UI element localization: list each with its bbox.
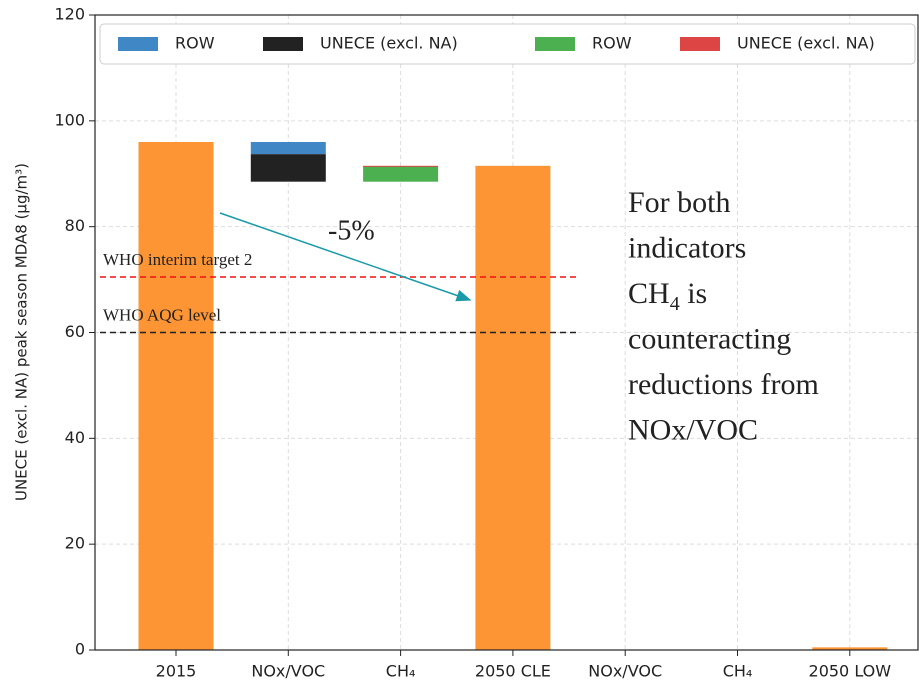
legend-label: UNECE (excl. NA) [737, 34, 875, 53]
x-tick-label: 2050 LOW [809, 662, 892, 681]
y-tick-label: 0 [75, 640, 85, 659]
x-tick-label: 2015 [156, 662, 197, 681]
change-label: -5% [328, 215, 375, 246]
note-part: 4 [670, 293, 680, 315]
change-bar [363, 166, 439, 182]
note-line: indicators [628, 231, 746, 264]
y-tick-label: 60 [65, 322, 85, 341]
y-tick-label: 80 [65, 216, 85, 235]
change-bar [363, 165, 439, 167]
y-tick-label: 20 [65, 534, 85, 553]
change-bar [250, 142, 326, 155]
legend-swatch [535, 37, 575, 51]
x-tick-label: 2050 CLE [475, 662, 551, 681]
change-bar [250, 154, 326, 182]
y-tick-label: 120 [54, 5, 85, 24]
y-tick-label: 100 [54, 110, 85, 129]
x-tick-label: NOx/VOC [588, 662, 662, 681]
y-axis-label: UNECE (excl. NA) peak season MDA8 (μg/m³… [13, 163, 31, 501]
total-bar [138, 142, 214, 650]
note-part: CH [628, 277, 670, 310]
note-line: CH4 is [628, 277, 707, 315]
legend-label: ROW [175, 34, 215, 53]
x-tick-label: CH₄ [386, 662, 416, 681]
legend-label: ROW [592, 34, 632, 53]
x-tick-label: NOx/VOC [251, 662, 325, 681]
x-tick-label: CH₄ [723, 662, 753, 681]
y-tick-label: 40 [65, 428, 85, 447]
note-line: NOx/VOC [628, 413, 758, 446]
reference-label: WHO AQG level [103, 305, 221, 324]
legend-swatch [680, 37, 720, 51]
plot-frame [94, 14, 919, 651]
legend-swatch [118, 37, 158, 51]
total-bar [475, 165, 551, 650]
note-line: reductions from [628, 368, 819, 401]
total-bar [812, 647, 888, 650]
legend-box [99, 23, 916, 65]
note-part: is [680, 277, 708, 310]
legend-label: UNECE (excl. NA) [320, 34, 458, 53]
note-line: For both [628, 186, 731, 219]
note-line: counteracting [628, 322, 791, 355]
change-arrow [219, 212, 472, 302]
reference-label: WHO interim target 2 [103, 250, 252, 269]
legend-swatch [263, 37, 303, 51]
